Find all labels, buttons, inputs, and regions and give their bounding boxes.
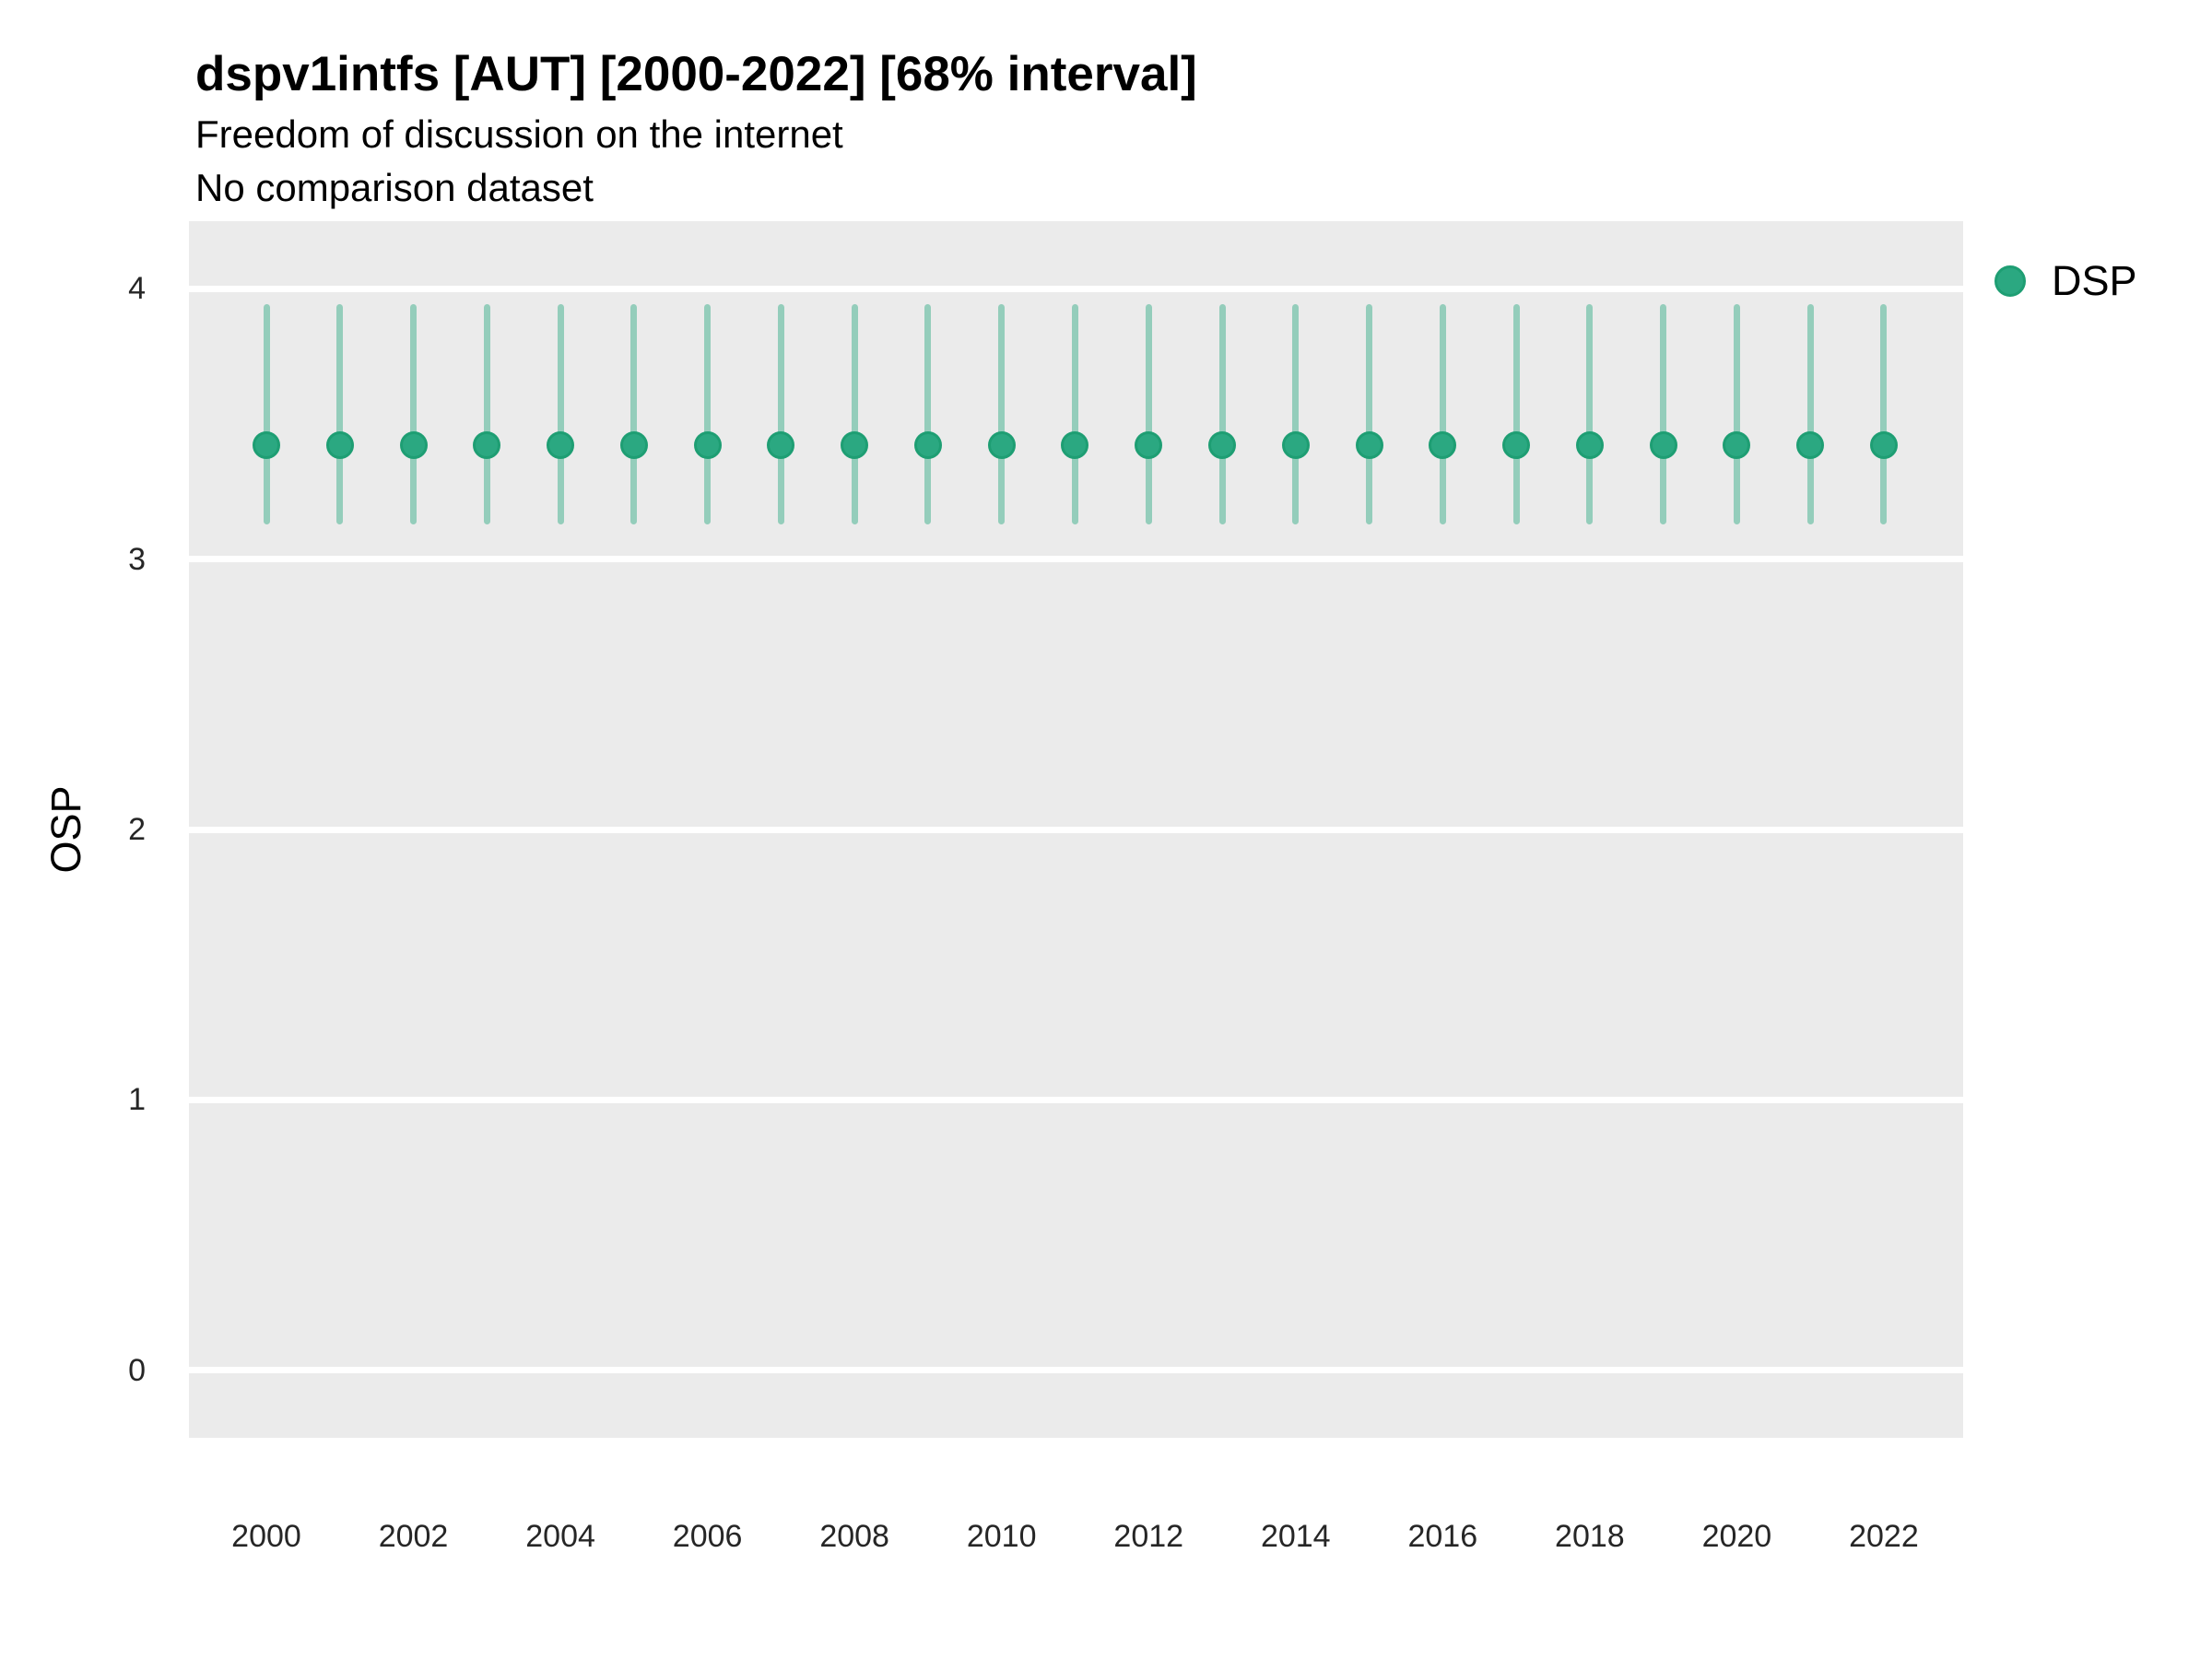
data-point	[1649, 431, 1677, 460]
y-tick-label: 4	[128, 271, 146, 307]
y-tick-label: 1	[128, 1082, 146, 1118]
x-tick-label: 2012	[1113, 1519, 1184, 1554]
confidence-interval-bar	[851, 304, 858, 524]
confidence-interval-bar	[1586, 304, 1594, 524]
chart-subtitle-line2: No comparison dataset	[195, 166, 594, 209]
data-point	[1429, 431, 1457, 460]
chart-title: dspv1intfs [AUT] [2000-2022] [68% interv…	[195, 47, 1197, 101]
confidence-interval-bar	[998, 304, 1006, 524]
confidence-interval-bar	[483, 304, 490, 524]
confidence-interval-bar	[1880, 304, 1888, 524]
confidence-interval-bar	[1660, 304, 1667, 524]
confidence-interval-bar	[777, 304, 784, 524]
data-point	[693, 431, 722, 460]
confidence-interval-bar	[410, 304, 418, 524]
chart-subtitle-line1: Freedom of discussion on the internet	[195, 112, 843, 156]
data-point	[399, 431, 428, 460]
data-point	[1723, 431, 1751, 460]
gridline-y-3	[189, 556, 1963, 563]
x-tick-label: 2004	[525, 1519, 595, 1554]
x-tick-label: 2002	[378, 1519, 449, 1554]
confidence-interval-bar	[1218, 304, 1226, 524]
confidence-interval-bar	[924, 304, 932, 524]
legend-point-icon	[1994, 265, 2026, 297]
y-tick-label: 2	[128, 812, 146, 847]
x-tick-label: 2018	[1555, 1519, 1625, 1554]
plot-panel	[189, 221, 1963, 1438]
x-tick-label: 2006	[672, 1519, 743, 1554]
confidence-interval-bar	[1366, 304, 1373, 524]
y-tick-label: 3	[128, 541, 146, 577]
data-point	[841, 431, 869, 460]
confidence-interval-bar	[336, 304, 344, 524]
legend: DSP	[1994, 260, 2137, 301]
gridline-y-0	[189, 1367, 1963, 1374]
data-point	[913, 431, 942, 460]
x-tick-label: 2010	[966, 1519, 1037, 1554]
y-tick-label: 0	[128, 1352, 146, 1388]
confidence-interval-bar	[1806, 304, 1814, 524]
data-point	[1135, 431, 1163, 460]
data-point	[987, 431, 1016, 460]
confidence-interval-bar	[704, 304, 712, 524]
gridline-y-4	[189, 285, 1963, 292]
data-point	[1281, 431, 1310, 460]
data-point	[1575, 431, 1604, 460]
confidence-interval-bar	[1145, 304, 1152, 524]
data-point	[473, 431, 501, 460]
data-point	[1355, 431, 1383, 460]
data-point	[547, 431, 575, 460]
data-point	[767, 431, 795, 460]
confidence-interval-bar	[557, 304, 564, 524]
x-tick-label: 2016	[1407, 1519, 1478, 1554]
x-tick-label: 2020	[1701, 1519, 1772, 1554]
confidence-interval-bar	[1071, 304, 1078, 524]
data-point	[1502, 431, 1531, 460]
gridline-y-2	[189, 826, 1963, 833]
data-point	[1061, 431, 1089, 460]
data-point	[1869, 431, 1898, 460]
data-point	[1796, 431, 1825, 460]
x-tick-label: 2000	[231, 1519, 301, 1554]
x-tick-label: 2008	[819, 1519, 889, 1554]
x-tick-label: 2014	[1260, 1519, 1331, 1554]
confidence-interval-bar	[630, 304, 638, 524]
confidence-interval-bar	[1733, 304, 1740, 524]
data-point	[619, 431, 648, 460]
confidence-interval-bar	[1512, 304, 1520, 524]
confidence-interval-bar	[1292, 304, 1300, 524]
data-point	[325, 431, 354, 460]
confidence-interval-bar	[263, 304, 270, 524]
confidence-interval-bar	[1439, 304, 1446, 524]
legend-item-label: DSP	[2052, 257, 2137, 304]
data-point	[1208, 431, 1236, 460]
gridline-y-1	[189, 1096, 1963, 1103]
x-tick-label: 2022	[1849, 1519, 1919, 1554]
data-point	[253, 431, 280, 460]
